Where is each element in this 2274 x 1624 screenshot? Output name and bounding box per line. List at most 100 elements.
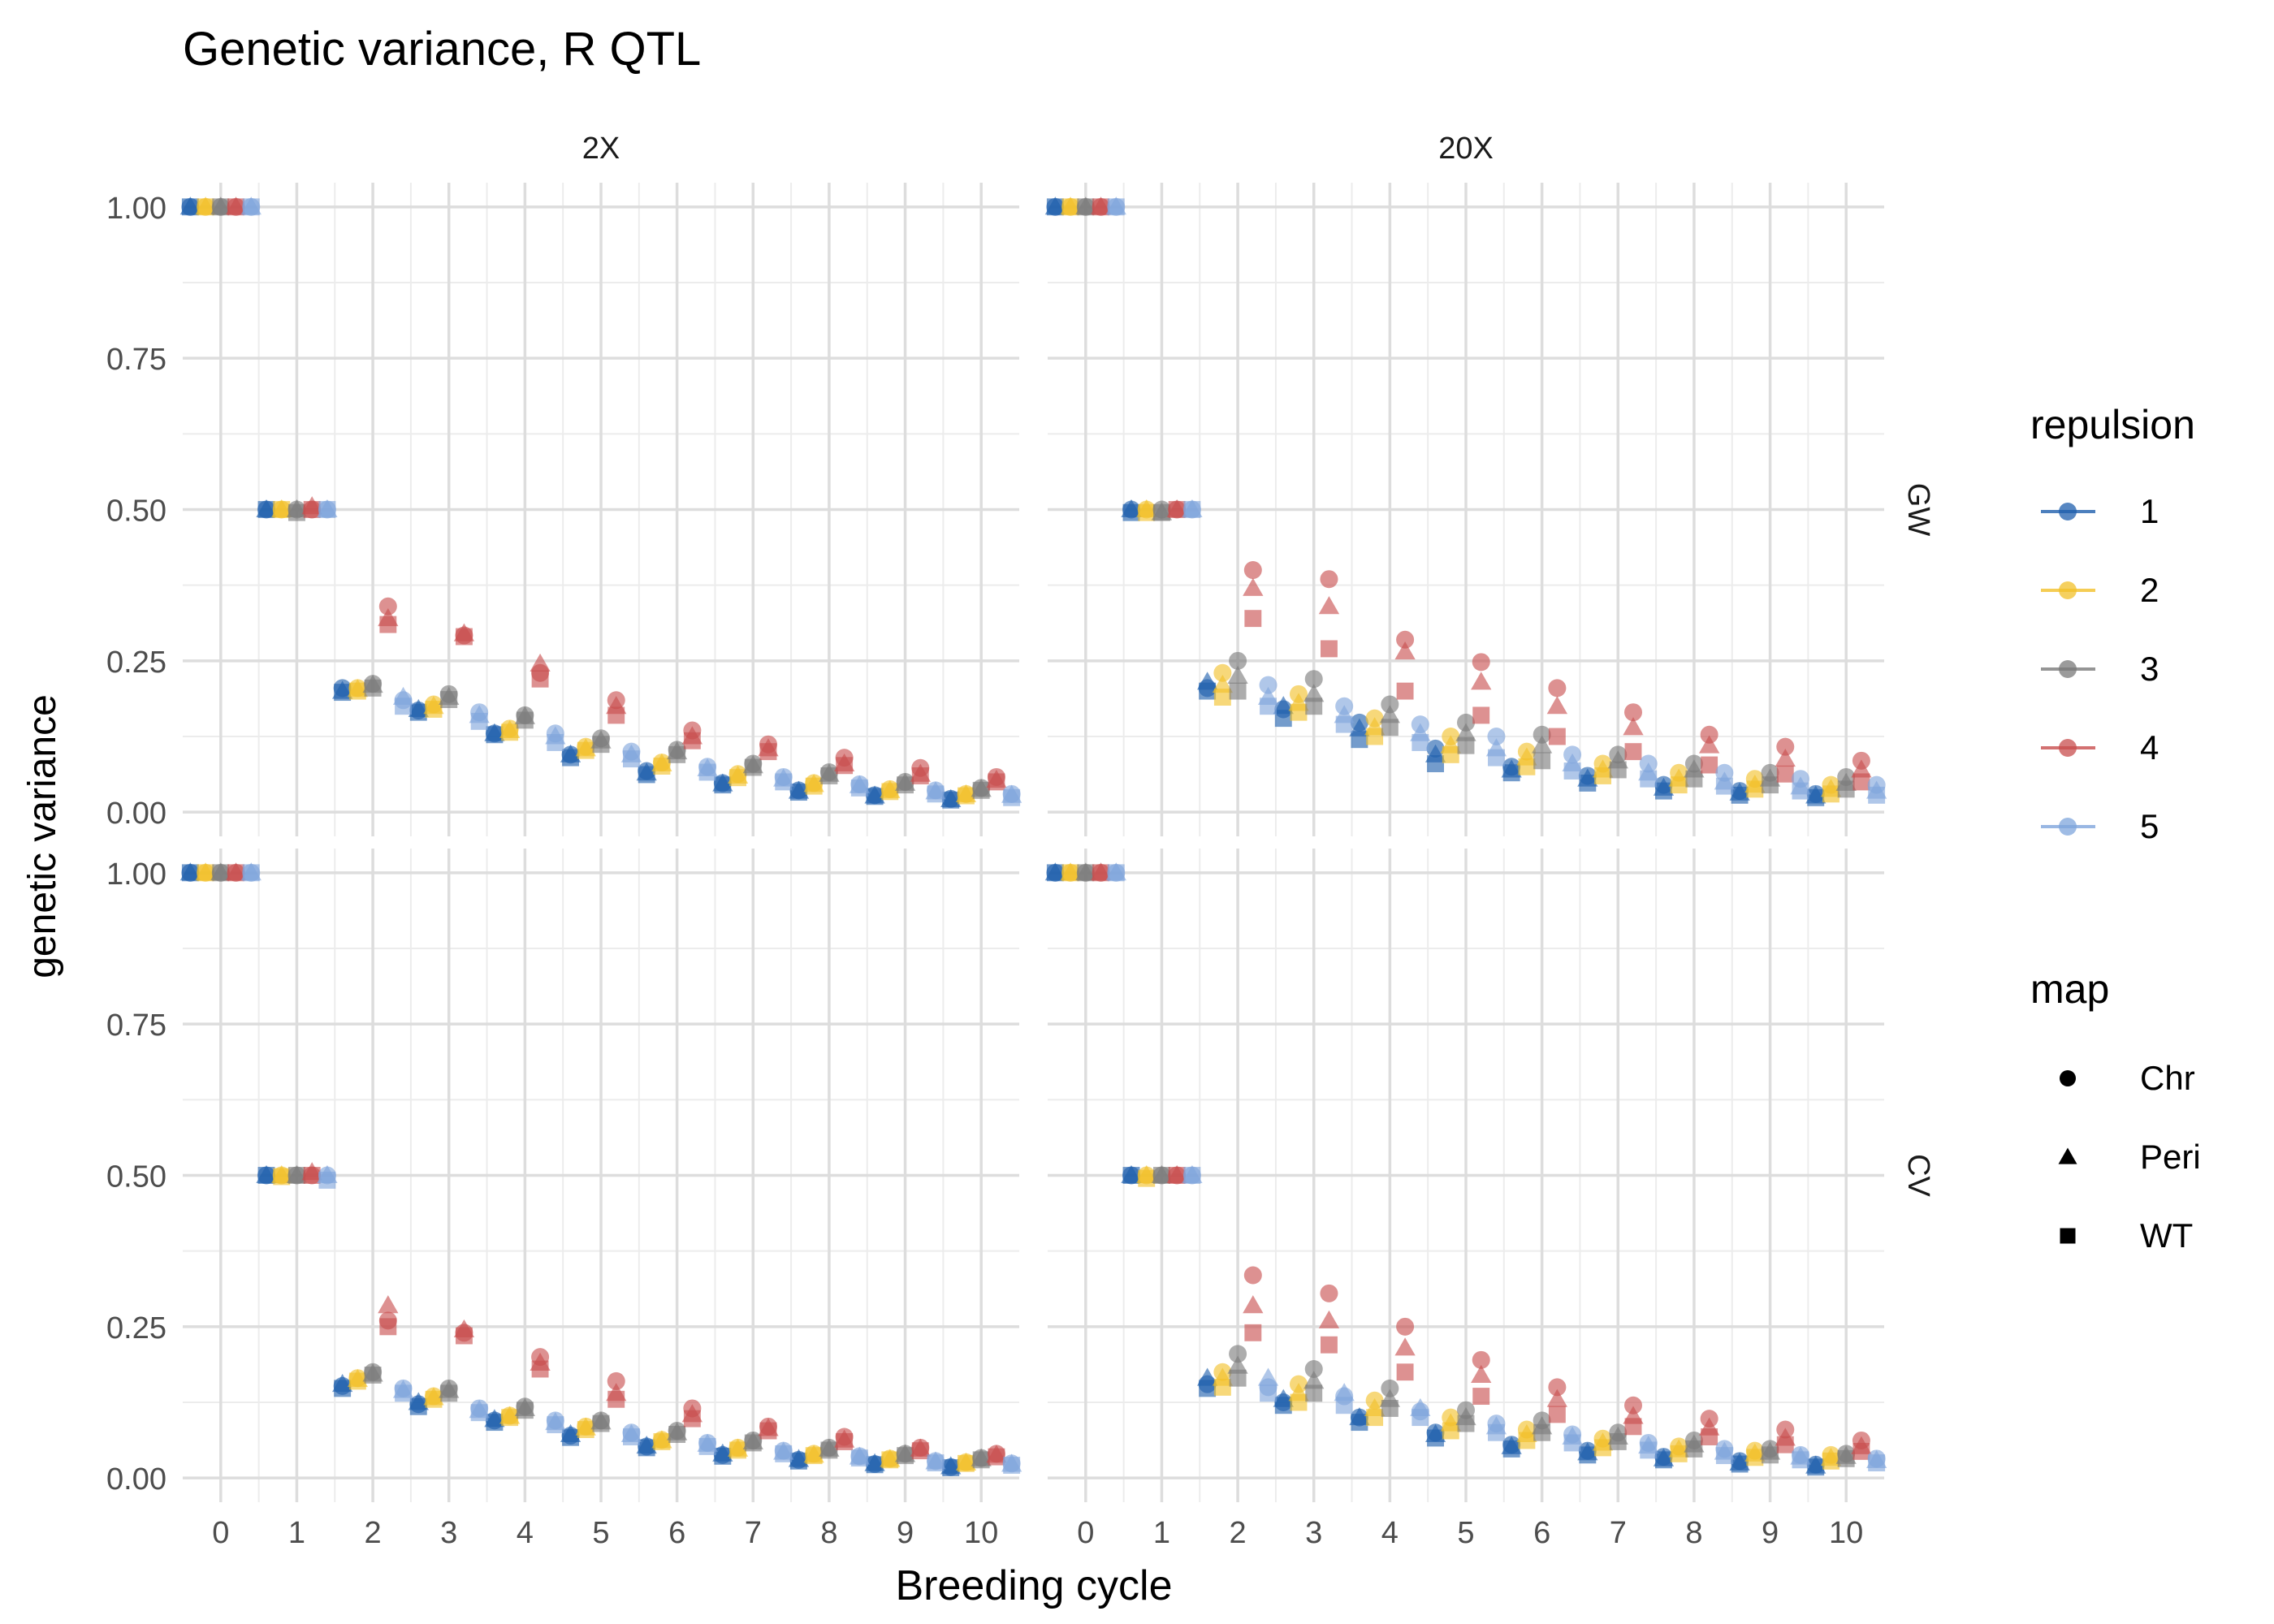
point-rep3-wt: [897, 1447, 914, 1465]
point-rep5-wt: [1183, 501, 1201, 518]
point-rep5-chr: [1259, 676, 1278, 694]
point-rep2-wt: [1213, 1378, 1231, 1396]
point-rep3-wt: [440, 691, 458, 708]
point-rep2-wt: [1670, 1445, 1688, 1462]
point-rep4-wt: [227, 864, 244, 882]
point-rep1-wt: [486, 726, 504, 744]
point-rep3-chr: [1229, 651, 1247, 670]
y-tick-label: 1.00: [106, 857, 166, 892]
legend-label-map: Chr: [2140, 1059, 2195, 1097]
point-rep1-wt: [1655, 782, 1672, 800]
point-rep3-wt: [897, 776, 914, 794]
point-rep1-wt: [1274, 710, 1292, 728]
point-rep1-wt: [181, 864, 199, 882]
point-rep2-wt: [1290, 703, 1308, 721]
point-rep4-chr: [1472, 653, 1490, 672]
point-rep3-wt: [820, 767, 838, 784]
x-tick-label: 1: [1153, 1516, 1170, 1550]
point-rep5-wt: [850, 779, 868, 797]
point-rep3-peri: [1303, 684, 1325, 702]
point-rep4-wt: [531, 1360, 549, 1378]
point-rep2-wt: [653, 1433, 671, 1450]
point-rep1-wt: [714, 1447, 732, 1465]
point-rep5-wt: [242, 864, 260, 882]
point-rep2-wt: [1594, 767, 1611, 784]
point-rep3-chr: [1533, 725, 1551, 744]
point-rep4-chr: [1624, 703, 1642, 722]
point-rep3-peri: [1227, 665, 1248, 684]
point-rep4-peri: [1623, 717, 1644, 736]
x-tick-label: 8: [820, 1516, 837, 1550]
legend-key-circle: [2060, 1070, 2076, 1086]
point-rep1-wt: [714, 776, 732, 794]
point-rep2-wt: [881, 783, 899, 801]
point-rep1-wt: [942, 791, 960, 809]
point-rep3-wt: [1381, 1400, 1399, 1417]
point-rep4-peri: [1471, 1364, 1492, 1383]
point-rep1-wt: [638, 1439, 655, 1457]
point-rep3-chr: [1304, 670, 1323, 689]
point-rep4-wt: [1548, 728, 1566, 745]
point-rep2-wt: [958, 787, 975, 805]
point-rep3-wt: [1837, 1449, 1855, 1467]
point-rep3-wt: [364, 1367, 382, 1384]
point-rep1-wt: [638, 766, 655, 784]
point-rep2-wt: [425, 701, 443, 718]
point-rep2-wt: [1366, 728, 1384, 745]
point-rep1-wt: [409, 1397, 427, 1415]
point-rep5-wt: [927, 1454, 945, 1472]
y-tick-label: 0.00: [106, 1462, 166, 1497]
point-rep2-wt: [273, 501, 291, 518]
x-tick-label: 8: [1685, 1516, 1702, 1550]
point-rep5-wt: [318, 1172, 336, 1189]
facet-row-label: CV: [1901, 1154, 1935, 1197]
point-rep1-wt: [1731, 786, 1749, 804]
point-rep2-wt: [197, 198, 214, 216]
point-rep5-peri: [1334, 1383, 1355, 1402]
point-rep5-wt: [850, 1449, 868, 1467]
point-rep3-chr: [1457, 713, 1475, 732]
point-rep2-wt: [729, 769, 746, 787]
x-tick-label: 0: [212, 1516, 229, 1550]
point-rep2-wt: [1518, 1432, 1536, 1449]
point-rep4-chr: [1243, 1266, 1262, 1285]
point-rep1-wt: [790, 1452, 807, 1470]
point-rep2-wt: [1061, 198, 1079, 216]
point-rep5-wt: [1260, 698, 1277, 715]
point-rep1-wt: [562, 749, 579, 767]
legend-label-repulsion: 1: [2140, 492, 2159, 530]
point-rep5-wt: [1003, 788, 1021, 806]
y-axis-title: genetic variance: [21, 694, 64, 978]
point-rep4-peri: [1243, 1295, 1264, 1314]
legend-key-point: [2059, 660, 2077, 678]
y-tick-label: 1.00: [106, 192, 166, 226]
point-rep5-wt: [470, 712, 488, 730]
point-rep1-wt: [486, 1414, 504, 1432]
point-rep5-wt: [1715, 777, 1733, 795]
point-rep5-wt: [1868, 786, 1886, 804]
point-rep1-wt: [562, 1428, 579, 1446]
point-rep5-wt: [1335, 1397, 1353, 1415]
point-rep3-chr: [1304, 1360, 1323, 1379]
point-rep5-wt: [1003, 1457, 1021, 1474]
point-rep4-wt: [1168, 501, 1186, 518]
point-rep3-wt: [1533, 752, 1551, 770]
point-rep2-wt: [1366, 1409, 1384, 1427]
point-rep1-wt: [409, 703, 427, 721]
point-rep4-wt: [836, 1433, 854, 1450]
point-rep4-wt: [227, 198, 244, 216]
x-tick-label: 9: [897, 1516, 914, 1550]
point-rep4-wt: [759, 743, 777, 761]
point-rep1-wt: [790, 784, 807, 801]
point-rep1-wt: [1502, 1440, 1520, 1458]
point-rep1-wt: [1502, 764, 1520, 782]
point-rep4-wt: [379, 1318, 397, 1336]
point-rep5-wt: [1412, 734, 1429, 751]
x-tick-label: 4: [1381, 1516, 1399, 1550]
point-rep5-wt: [698, 1437, 716, 1455]
point-rep4-chr: [607, 1371, 625, 1390]
point-rep5-wt: [1792, 782, 1809, 800]
point-rep3-peri: [1455, 723, 1476, 741]
